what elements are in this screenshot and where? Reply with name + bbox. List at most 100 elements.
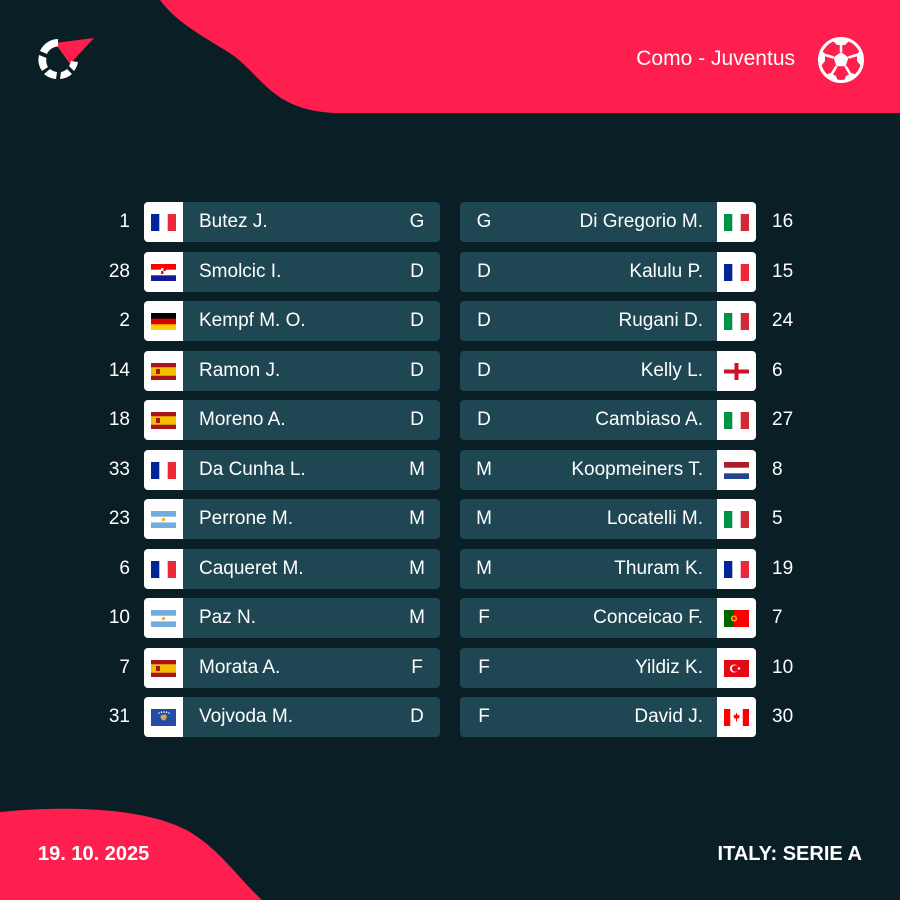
flag-italy-icon bbox=[717, 499, 756, 539]
player-position: D bbox=[410, 706, 424, 727]
player-name: Thuram K. bbox=[614, 558, 703, 579]
shirt-number: 16 bbox=[772, 211, 794, 232]
player-card[interactable]: Morata A. F bbox=[144, 648, 440, 688]
player-card[interactable]: Locatelli M. M bbox=[460, 499, 756, 539]
flag-france-icon bbox=[717, 252, 756, 292]
player-card[interactable]: David J. F bbox=[460, 697, 756, 737]
player-position: M bbox=[476, 508, 492, 529]
home-player-row[interactable]: 7 Morata A. F bbox=[0, 648, 900, 688]
player-position: F bbox=[411, 657, 423, 678]
player-card[interactable]: Da Cunha L. M bbox=[144, 450, 440, 490]
player-name: Perrone M. bbox=[199, 508, 293, 529]
shirt-number: 30 bbox=[772, 706, 794, 727]
shirt-number: 18 bbox=[108, 409, 130, 430]
player-card[interactable]: Butez J. G bbox=[144, 202, 440, 242]
match-title: Como - Juventus bbox=[636, 47, 795, 70]
home-player-row[interactable]: 28 Smolcic I. D bbox=[0, 252, 900, 292]
player-card[interactable]: Cambiaso A. D bbox=[460, 400, 756, 440]
player-name: Paz N. bbox=[199, 607, 257, 628]
away-player-row[interactable]: 10 Yildiz K. F bbox=[0, 648, 900, 688]
player-card[interactable]: Thuram K. M bbox=[460, 549, 756, 589]
player-position: M bbox=[476, 459, 492, 480]
shirt-number: 28 bbox=[108, 261, 130, 282]
player-name: Kempf M. O. bbox=[199, 310, 306, 331]
player-name: Smolcic I. bbox=[199, 261, 282, 282]
player-position: D bbox=[477, 261, 491, 282]
player-card[interactable]: Kempf M. O. D bbox=[144, 301, 440, 341]
player-position: D bbox=[410, 310, 424, 331]
away-player-row[interactable]: 24 Rugani D. D bbox=[0, 301, 900, 341]
player-name: Koopmeiners T. bbox=[571, 459, 703, 480]
player-name: Locatelli M. bbox=[606, 508, 703, 529]
flag-spain-icon bbox=[144, 400, 183, 440]
away-player-row[interactable]: 16 Di Gregorio M. G bbox=[0, 202, 900, 242]
away-player-row[interactable]: 8 Koopmeiners T. M bbox=[0, 450, 900, 490]
away-player-row[interactable]: 15 Kalulu P. D bbox=[0, 252, 900, 292]
player-position: G bbox=[409, 211, 425, 232]
player-card[interactable]: Yildiz K. F bbox=[460, 648, 756, 688]
home-player-row[interactable]: 33 Da Cunha L. M bbox=[0, 450, 900, 490]
player-card[interactable]: Paz N. M bbox=[144, 598, 440, 638]
flag-italy-icon bbox=[717, 202, 756, 242]
player-position: D bbox=[477, 360, 491, 381]
player-card[interactable]: Perrone M. M bbox=[144, 499, 440, 539]
player-position: M bbox=[476, 558, 492, 579]
player-name: Yildiz K. bbox=[635, 657, 703, 678]
player-card[interactable]: Di Gregorio M. G bbox=[460, 202, 756, 242]
player-card[interactable]: Moreno A. D bbox=[144, 400, 440, 440]
flag-england-icon bbox=[717, 351, 756, 391]
shirt-number: 7 bbox=[119, 657, 130, 678]
home-player-row[interactable]: 2 Kempf M. O. D bbox=[0, 301, 900, 341]
shirt-number: 14 bbox=[108, 360, 130, 381]
player-position: M bbox=[409, 508, 425, 529]
home-player-row[interactable]: 23 Perrone M. M bbox=[0, 499, 900, 539]
shirt-number: 10 bbox=[108, 607, 130, 628]
player-name: Da Cunha L. bbox=[199, 459, 306, 480]
away-player-row[interactable]: 19 Thuram K. M bbox=[0, 549, 900, 589]
flag-croatia-icon bbox=[144, 252, 183, 292]
away-player-row[interactable]: 5 Locatelli M. M bbox=[0, 499, 900, 539]
away-player-row[interactable]: 27 Cambiaso A. D bbox=[0, 400, 900, 440]
flag-france-icon bbox=[717, 549, 756, 589]
player-name: David J. bbox=[634, 706, 703, 727]
player-position: G bbox=[476, 211, 492, 232]
player-name: Rugani D. bbox=[618, 310, 704, 331]
player-card[interactable]: Kalulu P. D bbox=[460, 252, 756, 292]
flag-france-icon bbox=[144, 450, 183, 490]
away-player-row[interactable]: 7 Conceicao F. F bbox=[0, 598, 900, 638]
player-card[interactable]: Rugani D. D bbox=[460, 301, 756, 341]
shirt-number: 5 bbox=[772, 508, 783, 529]
player-card[interactable]: Vojvoda M. D bbox=[144, 697, 440, 737]
shirt-number: 2 bbox=[119, 310, 130, 331]
home-player-row[interactable]: 6 Caqueret M. M bbox=[0, 549, 900, 589]
flag-spain-icon bbox=[144, 648, 183, 688]
player-name: Caqueret M. bbox=[199, 558, 304, 579]
player-card[interactable]: Ramon J. D bbox=[144, 351, 440, 391]
player-name: Butez J. bbox=[199, 211, 268, 232]
player-card[interactable]: Caqueret M. M bbox=[144, 549, 440, 589]
home-player-row[interactable]: 31 Vojvoda M. D bbox=[0, 697, 900, 737]
home-player-row[interactable]: 1 Butez J. G bbox=[0, 202, 900, 242]
player-card[interactable]: Smolcic I. D bbox=[144, 252, 440, 292]
shirt-number: 24 bbox=[772, 310, 794, 331]
flag-turkey-icon bbox=[717, 648, 756, 688]
player-position: D bbox=[477, 310, 491, 331]
home-player-row[interactable]: 18 Moreno A. D bbox=[0, 400, 900, 440]
player-name: Ramon J. bbox=[199, 360, 281, 381]
flag-germany-icon bbox=[144, 301, 183, 341]
player-card[interactable]: Conceicao F. F bbox=[460, 598, 756, 638]
away-player-row[interactable]: 6 Kelly L. D bbox=[0, 351, 900, 391]
shirt-number: 15 bbox=[772, 261, 794, 282]
player-card[interactable]: Kelly L. D bbox=[460, 351, 756, 391]
shirt-number: 27 bbox=[772, 409, 794, 430]
away-player-row[interactable]: 30 David J. F bbox=[0, 697, 900, 737]
player-position: F bbox=[478, 657, 490, 678]
home-player-row[interactable]: 14 Ramon J. D bbox=[0, 351, 900, 391]
player-card[interactable]: Koopmeiners T. M bbox=[460, 450, 756, 490]
player-name: Kelly L. bbox=[640, 360, 703, 381]
player-position: M bbox=[409, 459, 425, 480]
flag-spain-icon bbox=[144, 351, 183, 391]
player-name: Morata A. bbox=[199, 657, 281, 678]
shirt-number: 7 bbox=[772, 607, 783, 628]
home-player-row[interactable]: 10 Paz N. M bbox=[0, 598, 900, 638]
